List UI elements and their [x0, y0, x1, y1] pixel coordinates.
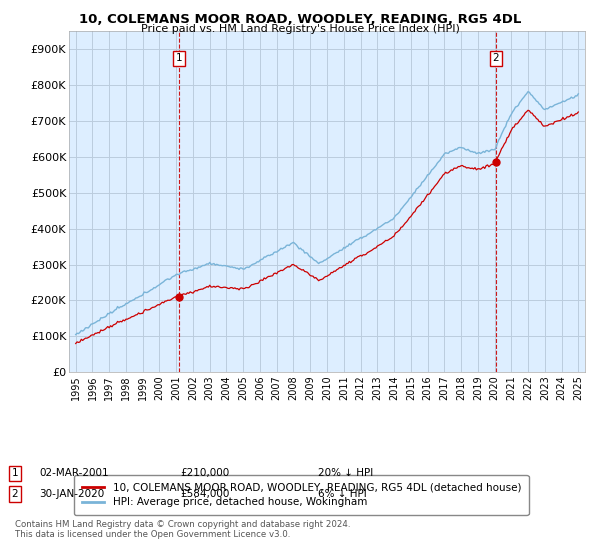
Text: 2: 2 — [493, 53, 499, 63]
Text: £584,000: £584,000 — [180, 489, 229, 499]
Text: 2: 2 — [11, 489, 19, 499]
Text: 1: 1 — [11, 468, 19, 478]
Text: 6% ↓ HPI: 6% ↓ HPI — [318, 489, 367, 499]
Text: Contains HM Land Registry data © Crown copyright and database right 2024.
This d: Contains HM Land Registry data © Crown c… — [15, 520, 350, 539]
Text: 1: 1 — [176, 53, 182, 63]
Text: 30-JAN-2020: 30-JAN-2020 — [39, 489, 104, 499]
Text: 10, COLEMANS MOOR ROAD, WOODLEY, READING, RG5 4DL: 10, COLEMANS MOOR ROAD, WOODLEY, READING… — [79, 13, 521, 26]
Text: 20% ↓ HPI: 20% ↓ HPI — [318, 468, 373, 478]
Text: 02-MAR-2001: 02-MAR-2001 — [39, 468, 109, 478]
Text: Price paid vs. HM Land Registry's House Price Index (HPI): Price paid vs. HM Land Registry's House … — [140, 24, 460, 34]
Text: £210,000: £210,000 — [180, 468, 229, 478]
Legend: 10, COLEMANS MOOR ROAD, WOODLEY, READING, RG5 4DL (detached house), HPI: Average: 10, COLEMANS MOOR ROAD, WOODLEY, READING… — [74, 475, 529, 515]
